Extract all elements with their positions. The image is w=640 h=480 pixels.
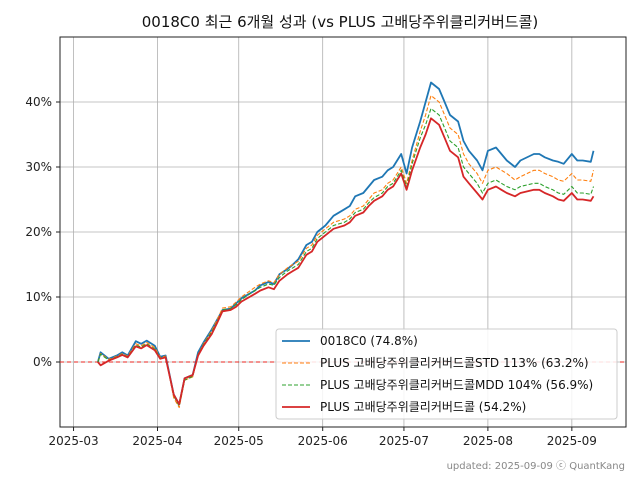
- legend-label-1: 0018C0 (74.8%): [320, 334, 418, 348]
- footer-text: updated: 2025-09-09 ⓒ QuantKang: [447, 460, 625, 472]
- x-tick-label: 2025-03: [48, 434, 98, 448]
- y-tick-label: 0%: [33, 355, 52, 369]
- x-tick-label: 2025-09: [547, 434, 597, 448]
- legend-box: [275, 328, 618, 420]
- x-tick-label: 2025-08: [463, 434, 513, 448]
- legend-label-4: PLUS 고배당주위클리커버드콜 (54.2%): [320, 400, 526, 414]
- y-tick-label: 10%: [25, 290, 52, 304]
- y-tick-label: 40%: [25, 95, 52, 109]
- x-tick-label: 2025-07: [379, 434, 429, 448]
- chart-title: 0018C0 최근 6개월 성과 (vs PLUS 고배당주위클리커버드콜): [142, 13, 539, 31]
- x-tick-label: 2025-04: [132, 434, 182, 448]
- series-line-2: [97, 94, 595, 409]
- x-tick-label: 2025-05: [214, 434, 264, 448]
- x-tick-label: 2025-06: [298, 434, 348, 448]
- legend-label-3: PLUS 고배당주위클리커버드콜MDD 104% (56.9%): [320, 378, 593, 392]
- y-tick-label: 30%: [25, 160, 52, 174]
- legend-label-2: PLUS 고배당주위클리커버드콜STD 113% (63.2%): [320, 356, 589, 370]
- y-tick-label: 20%: [25, 225, 52, 239]
- series-line-4: [97, 117, 595, 406]
